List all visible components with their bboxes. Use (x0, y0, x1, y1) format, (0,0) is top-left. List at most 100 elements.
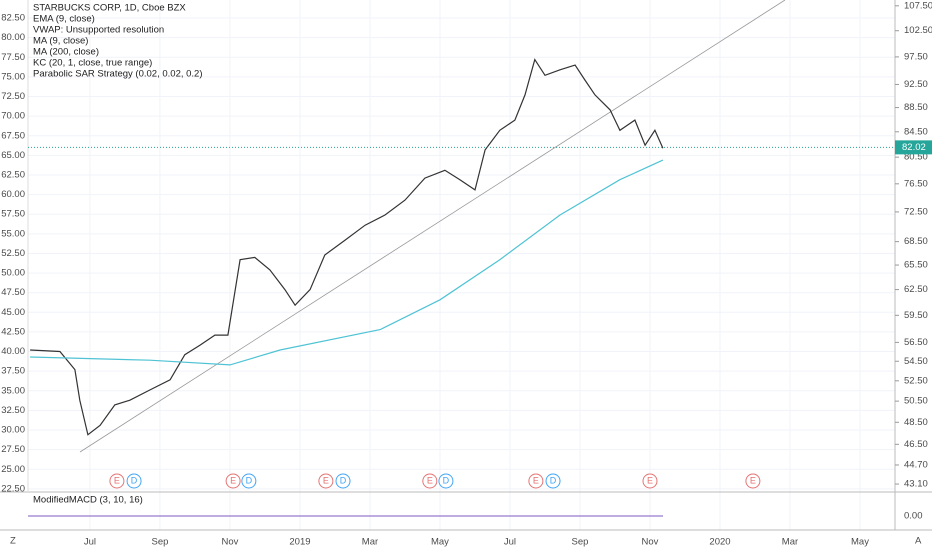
x-tick-label: Jul (504, 537, 516, 548)
event-marker (225, 473, 241, 489)
y2-tick-label: 84.50 (904, 126, 928, 137)
last-price-label: 82.02 (902, 142, 926, 153)
event-marker (438, 473, 454, 489)
x-tick-label: Mar (362, 537, 378, 548)
event-marker (241, 473, 257, 489)
y-tick-label: 55.00 (1, 228, 25, 239)
y-tick-label: 62.50 (1, 170, 25, 181)
x-tick-label: 2020 (709, 537, 730, 548)
y2-tick-label: 102.50 (904, 25, 932, 36)
y2-tick-label: 76.50 (904, 178, 928, 189)
y2-tick-label: 50.50 (904, 396, 928, 407)
event-marker (335, 473, 351, 489)
corner-left[interactable]: Z (10, 536, 16, 547)
macd-title: ModifiedMACD (3, 10, 16) (33, 495, 143, 506)
event-marker (422, 473, 438, 489)
y-tick-label: 50.00 (1, 268, 25, 279)
x-tick-label: Nov (642, 537, 659, 548)
trend-line (79, 0, 786, 453)
y2-tick-label: 54.50 (904, 356, 928, 367)
event-label: E (533, 475, 539, 485)
event-label: E (750, 475, 756, 485)
y2-tick-label: 97.50 (904, 51, 928, 62)
series-line (30, 58, 664, 436)
x-tick-label: Mar (782, 537, 798, 548)
event-label: D (131, 475, 138, 485)
event-marker (642, 473, 658, 489)
y-tick-label: 67.50 (1, 130, 25, 141)
event-label: E (427, 475, 433, 485)
x-tick-label: Jul (84, 537, 96, 548)
x-tick-label: 2019 (289, 537, 310, 548)
y-tick-label: 25.00 (1, 464, 25, 475)
event-label: D (443, 475, 450, 485)
y2-tick-label: 43.10 (904, 479, 928, 490)
legend-line: KC (20, 1, close, true range) (33, 58, 152, 69)
x-tick-label: Nov (222, 537, 239, 548)
y-tick-label: 45.00 (1, 307, 25, 318)
event-marker (545, 473, 561, 489)
y2-tick-label: 48.50 (904, 417, 928, 428)
event-label: E (647, 475, 653, 485)
y-tick-label: 37.50 (1, 366, 25, 377)
y-tick-label: 47.50 (1, 287, 25, 298)
y-tick-label: 82.50 (1, 13, 25, 24)
legend-line: EMA (9, close) (33, 14, 95, 25)
event-label: D (550, 475, 557, 485)
y-tick-label: 77.50 (1, 52, 25, 63)
y2-tick-label: 52.50 (904, 375, 928, 386)
macd-tick-label: 0.00 (904, 511, 923, 522)
legend-line: VWAP: Unsupported resolution (33, 25, 164, 36)
y-tick-label: 65.00 (1, 150, 25, 161)
event-marker (109, 473, 125, 489)
corner-right[interactable]: A (915, 536, 922, 547)
x-tick-label: May (851, 537, 869, 548)
legend-line: STARBUCKS CORP, 1D, Cboe BZX (33, 3, 186, 14)
y-tick-label: 35.00 (1, 385, 25, 396)
y2-tick-label: 72.50 (904, 206, 928, 217)
y2-tick-label: 88.50 (904, 102, 928, 113)
y-tick-label: 32.50 (1, 405, 25, 416)
legend-line: MA (9, close) (33, 36, 88, 47)
y2-tick-label: 59.50 (904, 310, 928, 321)
y-tick-label: 72.50 (1, 91, 25, 102)
event-marker (318, 473, 334, 489)
event-label: D (246, 475, 253, 485)
y-tick-label: 27.50 (1, 444, 25, 455)
y-tick-label: 42.50 (1, 326, 25, 337)
y2-tick-label: 68.50 (904, 236, 928, 247)
x-tick-label: Sep (152, 537, 169, 548)
event-label: E (323, 475, 329, 485)
last-price-box (895, 140, 932, 155)
y-tick-label: 40.00 (1, 346, 25, 357)
x-tick-label: Sep (572, 537, 589, 548)
y2-tick-label: 62.50 (904, 284, 928, 295)
event-marker (528, 473, 544, 489)
y-tick-label: 70.00 (1, 111, 25, 122)
legend-line: Parabolic SAR Strategy (0.02, 0.02, 0.2) (33, 69, 203, 80)
y-tick-label: 22.50 (1, 483, 25, 494)
y2-tick-label: 46.50 (904, 439, 928, 450)
event-marker (745, 473, 761, 489)
legend-line: MA (200, close) (33, 47, 99, 58)
x-tick-label: May (431, 537, 449, 548)
y-tick-label: 57.50 (1, 209, 25, 220)
y2-tick-label: 56.50 (904, 337, 928, 348)
y2-tick-label: 65.50 (904, 260, 928, 271)
y-tick-label: 30.00 (1, 425, 25, 436)
y-tick-label: 60.00 (1, 189, 25, 200)
event-marker (126, 473, 142, 489)
y-tick-label: 80.00 (1, 32, 25, 43)
y2-tick-label: 80.50 (904, 152, 928, 163)
series-line (30, 159, 664, 366)
y-tick-label: 75.00 (1, 71, 25, 82)
event-label: E (230, 475, 236, 485)
y2-tick-label: 92.50 (904, 79, 928, 90)
event-label: E (114, 475, 120, 485)
y2-tick-label: 107.50 (904, 0, 932, 11)
y2-tick-label: 44.70 (904, 459, 928, 470)
event-label: D (340, 475, 347, 485)
y-tick-label: 52.50 (1, 248, 25, 259)
